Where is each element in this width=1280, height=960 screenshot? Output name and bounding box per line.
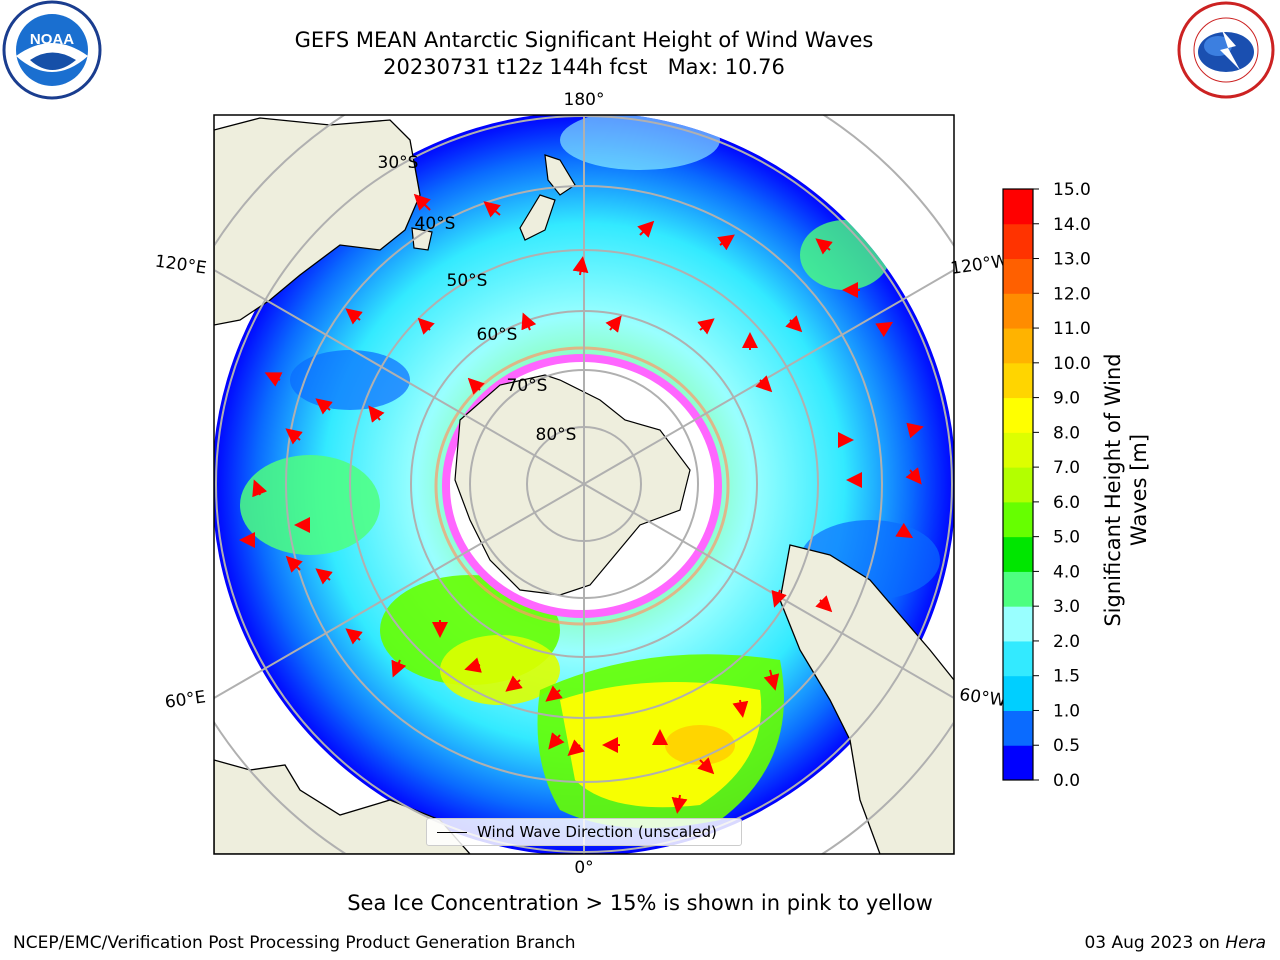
land-antarctica [454, 374, 691, 596]
land-africa [214, 759, 471, 854]
colorbar-tick-label: 10.0 [1053, 354, 1091, 374]
colorbar-tick-label: 11.0 [1053, 319, 1091, 339]
colorbar-tick-label: 5.0 [1053, 528, 1080, 548]
legend-line-swatch [437, 831, 467, 833]
colorbar-segment [1003, 223, 1033, 260]
wave-arrows [239, 193, 924, 814]
colorbar-tick-label: 9.0 [1053, 389, 1080, 409]
colorbar-segment [1003, 745, 1033, 781]
colorbar-tick-label: 3.0 [1053, 597, 1080, 617]
lat-label-30s: 30°S [378, 153, 419, 173]
lon-label-120w: 120°W [949, 251, 1009, 279]
colorbar-segment [1003, 501, 1033, 538]
colorbar-tick-label: 7.0 [1053, 458, 1080, 478]
lon-label-120e: 120°E [154, 252, 208, 279]
sea-ice-caption: Sea Ice Concentration > 15% is shown in … [347, 891, 933, 915]
colorbar-tick-label: 1.0 [1053, 701, 1080, 721]
colorbar-segment [1003, 536, 1033, 572]
credit-host: Hera [1225, 933, 1266, 953]
colorbar-segment [1003, 710, 1033, 746]
colorbar-tick-label: 0.5 [1053, 736, 1080, 756]
lat-label-40s: 40°S [415, 214, 456, 234]
lat-label-70s: 70°S [507, 376, 548, 396]
map-frame [213, 114, 955, 855]
colorbar-tick-label: 6.0 [1053, 493, 1080, 513]
legend-label: Wind Wave Direction (unscaled) [477, 823, 717, 841]
colorbar-segment [1003, 189, 1033, 225]
colorbar-tick-label: 0.0 [1053, 771, 1080, 791]
lat-label-80s: 80°S [536, 425, 577, 445]
colorbar-tick-label: 14.0 [1053, 215, 1091, 235]
colorbar-segment [1003, 362, 1033, 399]
lon-label-60w: 60°W [958, 685, 1007, 711]
lon-label-60e: 60°E [164, 687, 207, 712]
colorbar-tick-label: 13.0 [1053, 250, 1091, 270]
land-australia [214, 117, 421, 326]
colorbar-segment [1003, 640, 1033, 677]
lat-label-60s: 60°S [477, 325, 518, 345]
colorbar-segment [1003, 397, 1033, 433]
colorbar-segment [1003, 675, 1033, 711]
colorbar-segment [1003, 606, 1033, 642]
colorbar-tick-label: 4.0 [1053, 562, 1080, 582]
colorbar-tick-label: 15.0 [1053, 180, 1091, 200]
noaa-logo-text: NOAA [30, 31, 74, 48]
colorbar-segment [1003, 258, 1033, 294]
noaa-logo: NOAA [2, 0, 102, 100]
credit-branch: NCEP/EMC/Verification Post Processing Pr… [13, 933, 576, 953]
colorbar-segment [1003, 293, 1033, 329]
colorbar: 0.0 0.5 1.0 1.5 2.0 3.0 4.0 5.0 6.0 7.0 8.0 9.0 10.0… [1002, 180, 1091, 791]
chart-subtitle: 20230731 t12z 144h fcst Max: 10.76 [383, 55, 785, 79]
colorbar-segment [1003, 328, 1033, 364]
map-area [214, 115, 954, 854]
graticule [214, 115, 954, 854]
colorbar-label: Significant Height of Wind Waves [m] [1101, 353, 1151, 627]
colorbar-tick-label: 1.5 [1053, 667, 1080, 687]
colorbar-border [1002, 188, 1034, 781]
lon-label-bottom: 0° [574, 858, 593, 878]
colorbar-segment [1003, 571, 1033, 607]
colorbar-tick-label: 8.0 [1053, 423, 1080, 443]
chart-title: GEFS MEAN Antarctic Significant Height o… [294, 28, 874, 52]
lon-label-top: 180° [564, 90, 605, 110]
colorbar-tick-label: 2.0 [1053, 632, 1080, 652]
credit-date: 03 Aug 2023 on Hera [1084, 933, 1266, 953]
credit-date-text: 03 Aug 2023 on [1084, 933, 1226, 953]
colorbar-segment [1003, 432, 1033, 468]
nws-logo [1177, 1, 1275, 99]
colorbar-segment [1003, 467, 1033, 503]
map-legend: Wind Wave Direction (unscaled) [426, 818, 742, 846]
lat-label-50s: 50°S [447, 271, 488, 291]
colorbar-tick-label: 12.0 [1053, 284, 1091, 304]
